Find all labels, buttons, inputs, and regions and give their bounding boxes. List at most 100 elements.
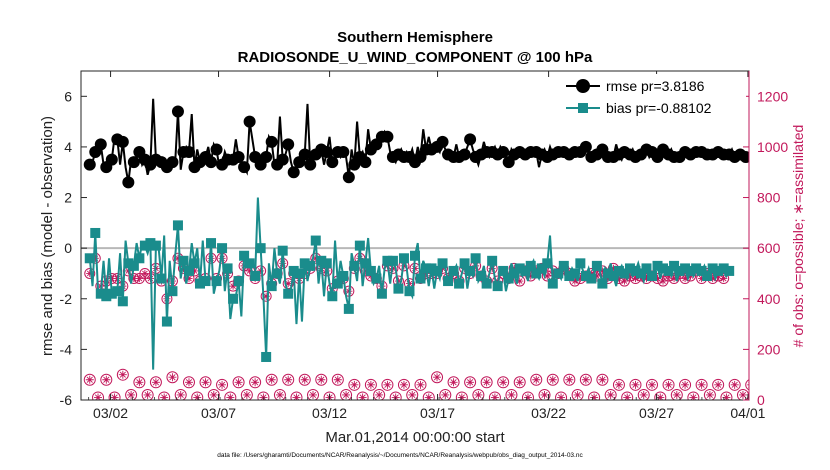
rmse-point xyxy=(739,151,749,164)
bias-point xyxy=(531,268,542,279)
bias-point xyxy=(724,265,735,276)
rmse-point xyxy=(287,166,300,179)
y-axis-left-label: rmse and bias (model - observation) xyxy=(39,116,56,356)
obs-assimilated-point xyxy=(151,378,160,387)
obs-possible-point xyxy=(480,376,493,389)
obs-assimilated-point xyxy=(510,264,518,272)
obs-possible-point xyxy=(406,388,419,400)
bias-point xyxy=(702,270,713,281)
obs-assimilated-point xyxy=(279,259,287,267)
bias-point xyxy=(294,268,305,279)
obs-assimilated-point xyxy=(118,370,127,379)
obs-possible-point xyxy=(728,378,741,391)
rmse-point xyxy=(381,130,394,143)
obs-possible-point xyxy=(679,273,691,285)
obs-assimilated-point xyxy=(615,274,623,283)
obs-assimilated-point xyxy=(709,274,717,283)
obs-possible-point xyxy=(447,376,460,389)
obs-assimilated-point xyxy=(548,375,557,384)
obs-assimilated-point xyxy=(135,378,144,387)
rmse-point xyxy=(497,145,510,158)
rmse-point xyxy=(458,148,471,161)
y-left-tick-label: 6 xyxy=(64,88,72,104)
obs-possible-point xyxy=(315,373,328,386)
obs-assimilated-point xyxy=(201,378,210,387)
obs-possible-point xyxy=(158,391,171,400)
bias-point xyxy=(465,265,476,276)
obs-possible-point xyxy=(579,373,592,386)
bias-point xyxy=(470,253,481,264)
obs-possible-point xyxy=(257,391,270,400)
obs-possible-point xyxy=(265,373,278,386)
obs-assimilated-point xyxy=(408,390,417,399)
obs-assimilated-point xyxy=(185,274,193,283)
obs-assimilated-point xyxy=(229,282,237,290)
bias-point xyxy=(316,255,327,266)
bias-point xyxy=(691,263,702,274)
obs-possible-point xyxy=(125,388,138,400)
obs-assimilated-point xyxy=(659,277,667,285)
obs-possible-point xyxy=(133,376,146,389)
legend-box xyxy=(561,74,746,118)
obs-possible-point xyxy=(464,376,477,389)
bias-point xyxy=(360,258,371,269)
obs-possible-point xyxy=(695,378,708,391)
obs-assimilated-point xyxy=(168,373,177,382)
bias-point xyxy=(354,240,365,251)
obs-possible-point xyxy=(505,388,518,400)
rmse-point xyxy=(171,105,184,118)
obs-possible-point xyxy=(762,379,773,390)
bias-point xyxy=(338,270,349,281)
bias-point xyxy=(365,265,376,276)
bias-point xyxy=(558,260,569,271)
obs-possible-point xyxy=(670,388,683,400)
bias-point xyxy=(134,253,145,264)
bias-point xyxy=(514,263,525,274)
obs-assimilated-point xyxy=(309,390,318,399)
obs-possible-point xyxy=(307,388,320,400)
obs-assimilated-point xyxy=(516,277,524,285)
bias-point xyxy=(718,263,729,274)
obs-assimilated-point xyxy=(257,267,265,275)
bias-point xyxy=(90,227,101,238)
bias-point xyxy=(569,268,580,279)
x-axis-label: Mar.01,2014 00:00:00 start xyxy=(325,429,505,446)
obs-possible-point xyxy=(687,391,700,400)
bias-point xyxy=(112,286,123,297)
x-tick-label: 03/12 xyxy=(312,405,347,421)
obs-assimilated-point xyxy=(209,390,218,399)
bias-point xyxy=(106,288,117,299)
bias-point xyxy=(437,258,448,269)
y-left-tick-label: -2 xyxy=(60,291,73,307)
obs-possible-point xyxy=(174,388,187,400)
bias-point xyxy=(117,296,128,307)
obs-assimilated-point xyxy=(507,390,516,399)
bias-point xyxy=(266,281,277,292)
obs-possible-point xyxy=(232,376,245,389)
rmse-series xyxy=(83,98,749,189)
obs-assimilated-point xyxy=(342,390,351,399)
bias-point xyxy=(183,265,194,276)
bias-point xyxy=(432,265,443,276)
obs-assimilated-point xyxy=(664,272,673,280)
bias-point xyxy=(283,288,294,299)
obs-possible-point xyxy=(92,391,105,400)
rmse-point xyxy=(83,158,96,171)
rmse-point xyxy=(359,156,372,169)
rmse-point xyxy=(337,145,350,158)
obs-possible-point xyxy=(646,378,659,391)
rmse-point xyxy=(298,148,311,161)
obs-assimilated-point xyxy=(86,269,94,278)
obs-possible-point xyxy=(260,290,272,302)
obs-possible-point xyxy=(348,378,361,391)
bias-point xyxy=(161,316,172,327)
obs-assimilated-point xyxy=(312,254,320,262)
bias-point xyxy=(459,258,470,269)
bias-point xyxy=(255,243,266,254)
bias-point xyxy=(421,263,432,274)
obs-assimilated-point xyxy=(576,274,584,283)
obs-possible-point xyxy=(389,391,402,400)
obs-assimilated-point xyxy=(394,277,403,285)
rmse-point xyxy=(436,135,449,148)
obs-assimilated-point xyxy=(350,380,359,389)
